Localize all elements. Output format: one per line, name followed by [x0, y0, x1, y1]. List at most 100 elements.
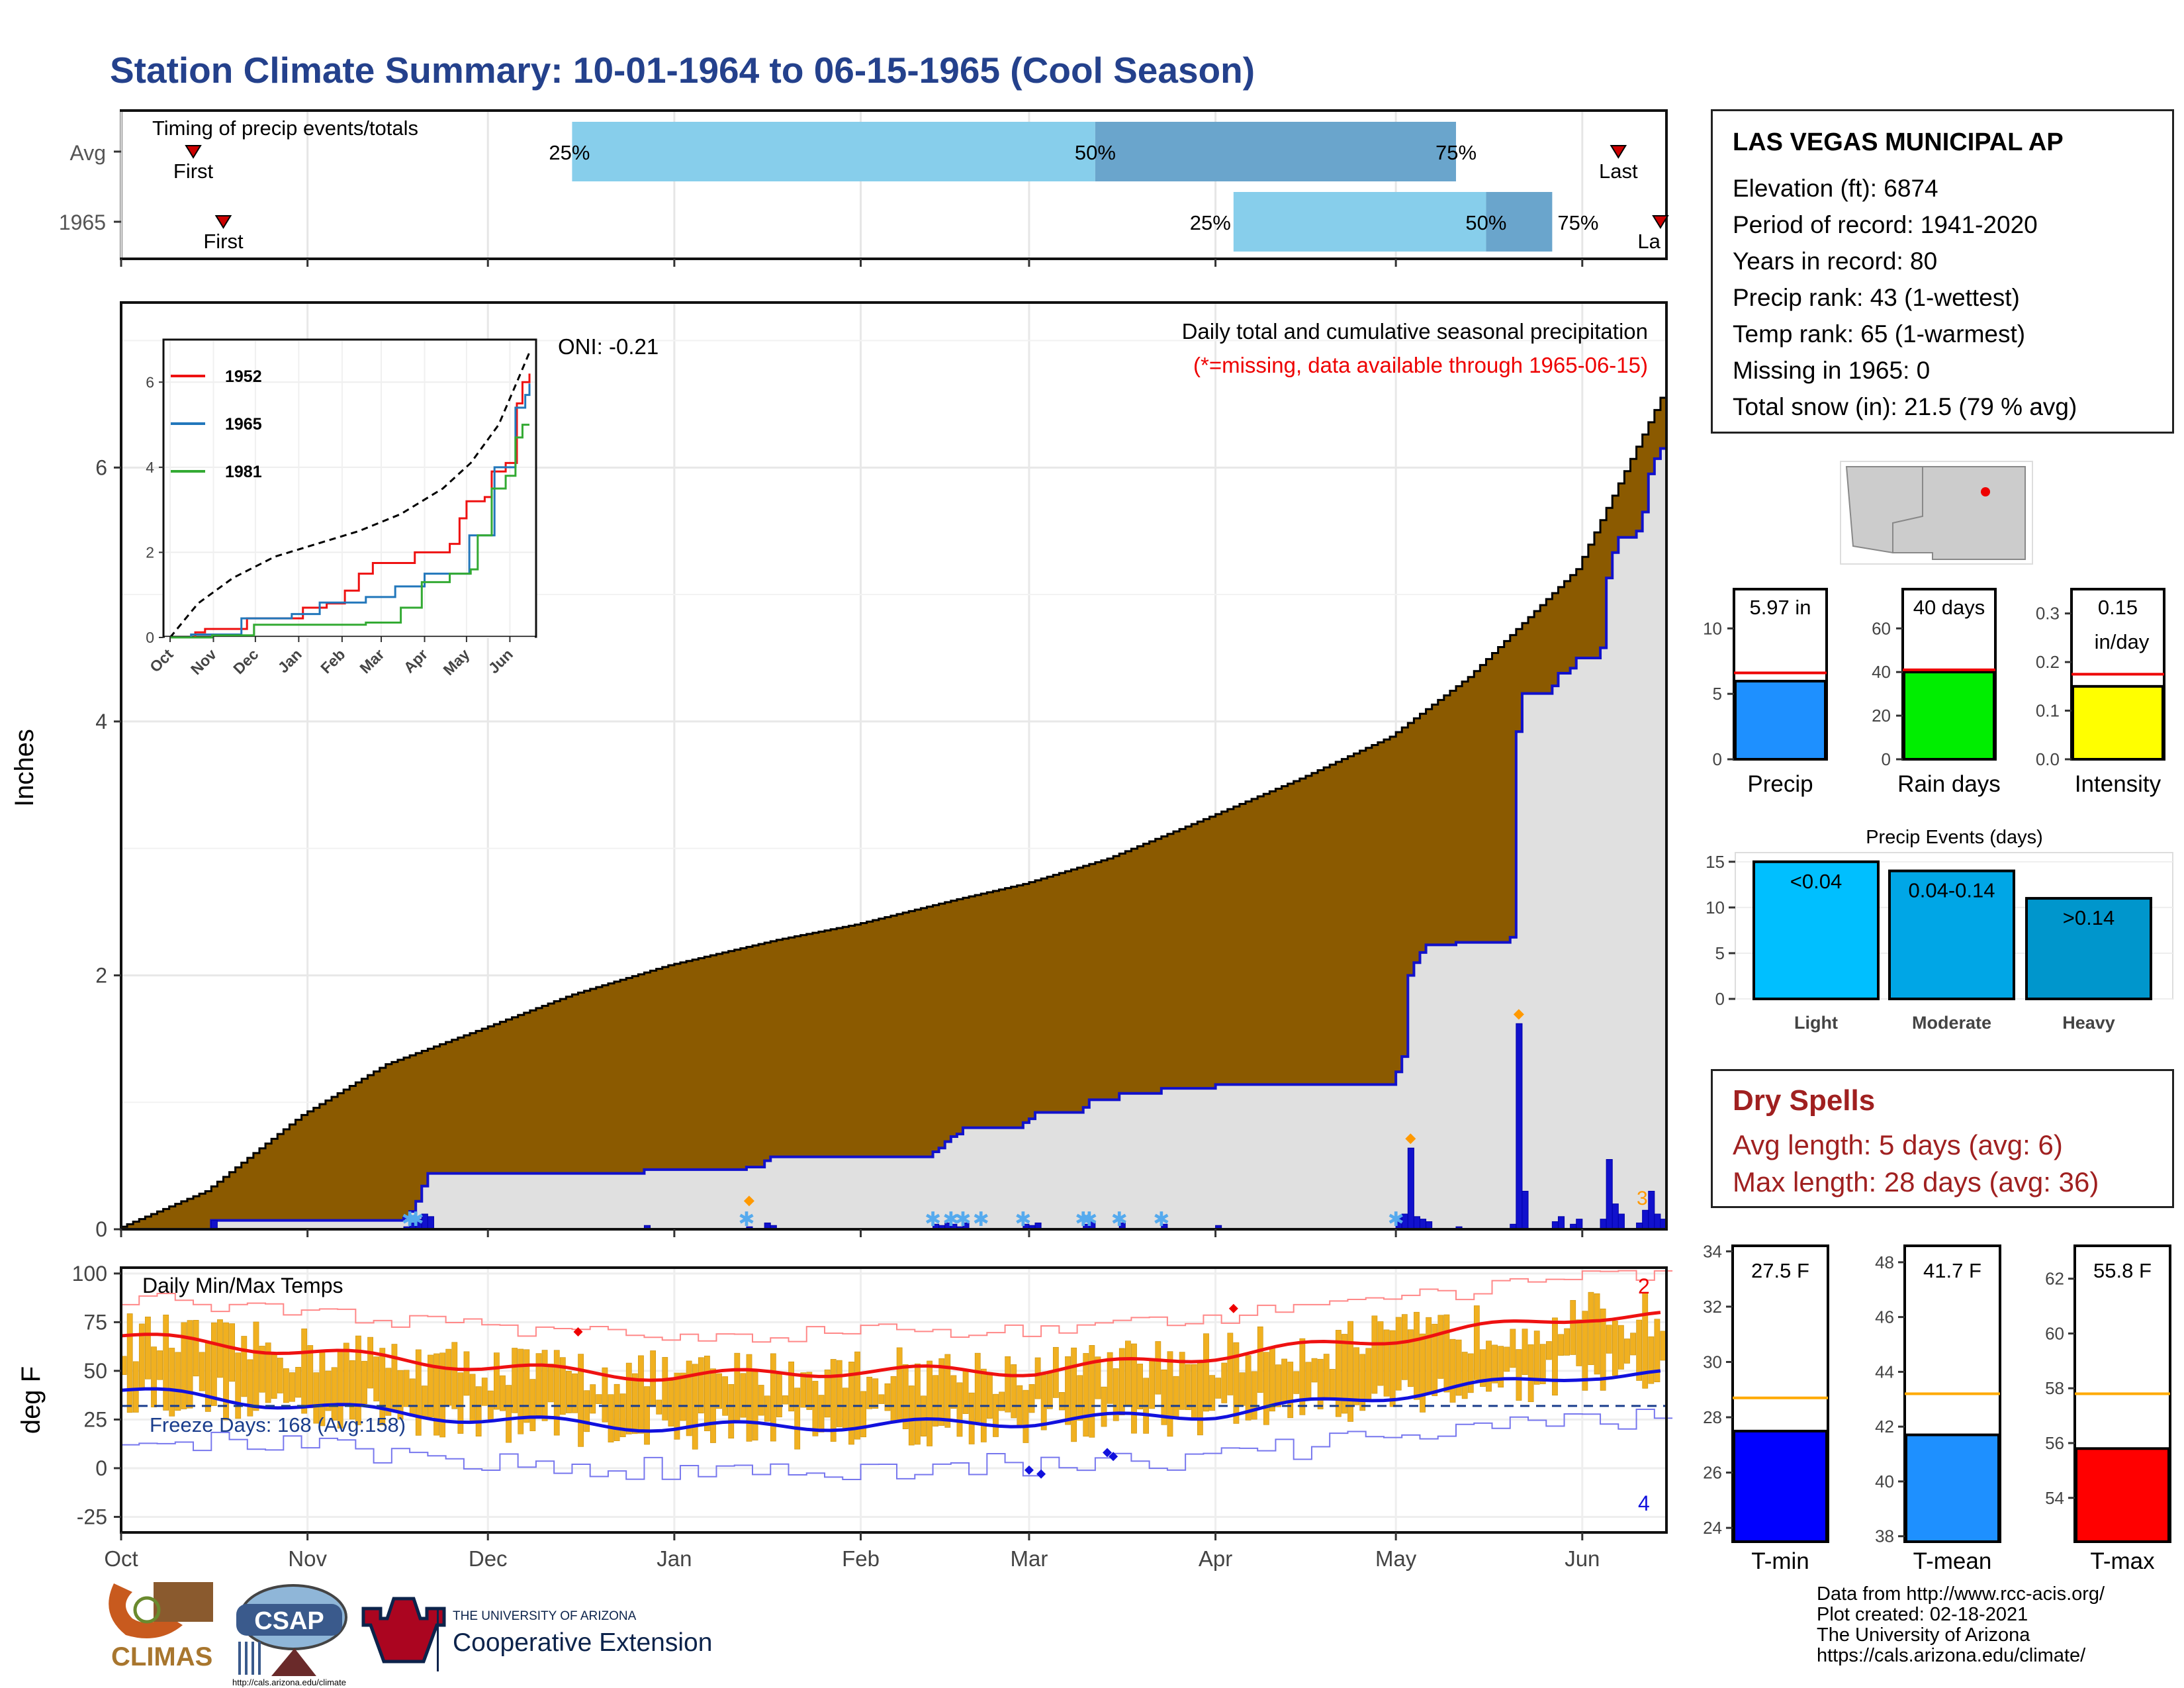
events-y-tick-label: 0: [1715, 989, 1725, 1009]
daily-temp-bar: [367, 1336, 373, 1389]
daily-temp-bar: [1293, 1371, 1300, 1394]
daily-temp-bar: [1353, 1347, 1360, 1405]
daily-temp-bar: [265, 1342, 271, 1403]
daily-temp-bar: [1329, 1369, 1336, 1400]
daily-temp-bar: [289, 1372, 295, 1402]
climas-leaf-icon: [133, 1596, 161, 1624]
daily-temp-bar: [523, 1349, 530, 1423]
daily-temp-bar: [950, 1375, 957, 1409]
daily-temp-bar: [1389, 1330, 1396, 1407]
inset-y-tick-label: 2: [146, 543, 154, 561]
snow-marker-icon: ✱: [1015, 1209, 1031, 1231]
daily-temp-bar: [403, 1370, 410, 1407]
freeze-days: Freeze Days: 168 (Avg:158): [150, 1413, 406, 1436]
timing-p50-label: 50%: [1075, 141, 1116, 164]
station-elevation: Elevation (ft): 6874: [1733, 175, 1938, 202]
daily-temp-bar: [1486, 1340, 1492, 1392]
snow-marker-icon: ✱: [954, 1209, 971, 1231]
stat-category-label: Rain days: [1897, 771, 2001, 797]
daily-precip-bar: [1654, 1213, 1661, 1230]
daily-temp-bar: [788, 1361, 794, 1412]
daily-temp-bar: [782, 1395, 788, 1405]
daily-temp-bars: [120, 1291, 1666, 1450]
record-max-line: [121, 1270, 1673, 1343]
station-temp-rank: Temp rank: 65 (1-warmest): [1733, 320, 2026, 348]
daily-temp-bar: [506, 1385, 512, 1443]
avg-min-line: [120, 1369, 1661, 1433]
stat-y-tick-label: 0: [1713, 749, 1722, 769]
timing-p75-label: 75%: [1435, 141, 1477, 164]
station-location-dot: [1981, 487, 1990, 496]
daily-temp-bar: [631, 1373, 638, 1434]
daily-temp-bar: [457, 1372, 464, 1434]
inset-legend-label: 1952: [225, 367, 262, 386]
daily-temp-bar: [307, 1345, 314, 1409]
last-event-label: Last: [1599, 160, 1638, 183]
daily-temp-bar: [758, 1385, 764, 1416]
daily-precip-bar: [1419, 1219, 1427, 1230]
daily-temp-bar: [1083, 1353, 1089, 1437]
dry-spells-title: Dry Spells: [1733, 1084, 1876, 1117]
daily-temp-bar: [902, 1364, 909, 1429]
record-low-marker-icon: [1109, 1452, 1118, 1462]
daily-temp-bar: [1287, 1362, 1294, 1419]
daily-temp-bar: [529, 1379, 536, 1431]
daily-temp-bar: [968, 1392, 975, 1444]
daily-temp-bar: [602, 1367, 608, 1423]
csap-wordmark: CSAP: [254, 1607, 324, 1635]
stat-bar: [1903, 671, 1995, 761]
inset-legend-label: 1981: [225, 463, 262, 481]
temp-stat-y-tick-label: 62: [2045, 1269, 2064, 1289]
daily-temp-bar: [644, 1386, 650, 1445]
temp-stat-y-tick-label: 24: [1703, 1518, 1722, 1538]
station-precip-rank: Precip rank: 43 (1-wettest): [1733, 284, 2020, 311]
temp-panel-border: [120, 1266, 1668, 1534]
daily-temp-bar: [1185, 1364, 1191, 1411]
daily-temp-bar: [806, 1372, 813, 1410]
daily-temp-bar: [1317, 1358, 1324, 1409]
daily-temp-bar: [421, 1385, 428, 1418]
csap-url: http://cals.arizona.edu/climate: [232, 1677, 346, 1687]
daily-temp-bar: [734, 1352, 741, 1422]
temp-y-tick-label: 0: [95, 1456, 107, 1480]
daily-temp-bar: [1437, 1315, 1444, 1379]
precip-panel-border: [120, 301, 1668, 1231]
daily-temp-bar: [1359, 1354, 1366, 1411]
record-low-marker-icon: [1024, 1465, 1034, 1475]
last-event-label: La: [1637, 230, 1661, 253]
temp-y-tick-label: 75: [83, 1310, 107, 1334]
record-low-marker-icon: [1036, 1469, 1046, 1479]
daily-temp-bar: [1209, 1375, 1215, 1411]
inset-legend-label: 1965: [225, 415, 262, 434]
daily-precip-bar: [1617, 1213, 1625, 1230]
map-new-mexico: [1892, 466, 2026, 560]
daily-temp-bar: [157, 1350, 163, 1380]
csap-mountain-icon: [271, 1648, 316, 1676]
timing-p25-label: 25%: [1190, 211, 1231, 234]
snow-marker-icon: ✱: [1075, 1209, 1091, 1231]
daily-temp-bar: [974, 1352, 981, 1423]
daily-temp-bar: [680, 1372, 686, 1421]
daily-temp-bar: [866, 1376, 873, 1409]
temp-stat-y-tick-label: 34: [1703, 1241, 1722, 1261]
stat-y-tick-label: 0.1: [2036, 701, 2060, 721]
inset-series-1965: [170, 383, 531, 639]
temp-stat-category-label: T-mean: [1913, 1548, 1992, 1574]
daily-temp-bar: [1383, 1329, 1390, 1397]
daily-temp-bar: [1124, 1340, 1131, 1405]
temp-y-tick-label: 25: [83, 1407, 107, 1431]
daily-temp-bar: [247, 1359, 253, 1417]
daily-temp-bar: [1594, 1293, 1600, 1375]
snow-marker-icon: ✱: [402, 1209, 418, 1231]
daily-temp-bar: [235, 1352, 242, 1419]
daily-temp-bar: [1533, 1331, 1540, 1385]
daily-temp-bar: [933, 1375, 939, 1427]
last-event-marker-icon: [1652, 215, 1669, 229]
stat-value-unit: in/day: [2095, 630, 2150, 653]
stat-y-tick-label: 20: [1872, 706, 1891, 726]
daily-temp-bar: [475, 1386, 482, 1436]
daily-temp-bar: [908, 1385, 915, 1446]
daily-temp-bar: [541, 1350, 548, 1421]
daily-temp-bar: [608, 1394, 614, 1442]
temp-y-tick-label: 50: [83, 1359, 107, 1383]
